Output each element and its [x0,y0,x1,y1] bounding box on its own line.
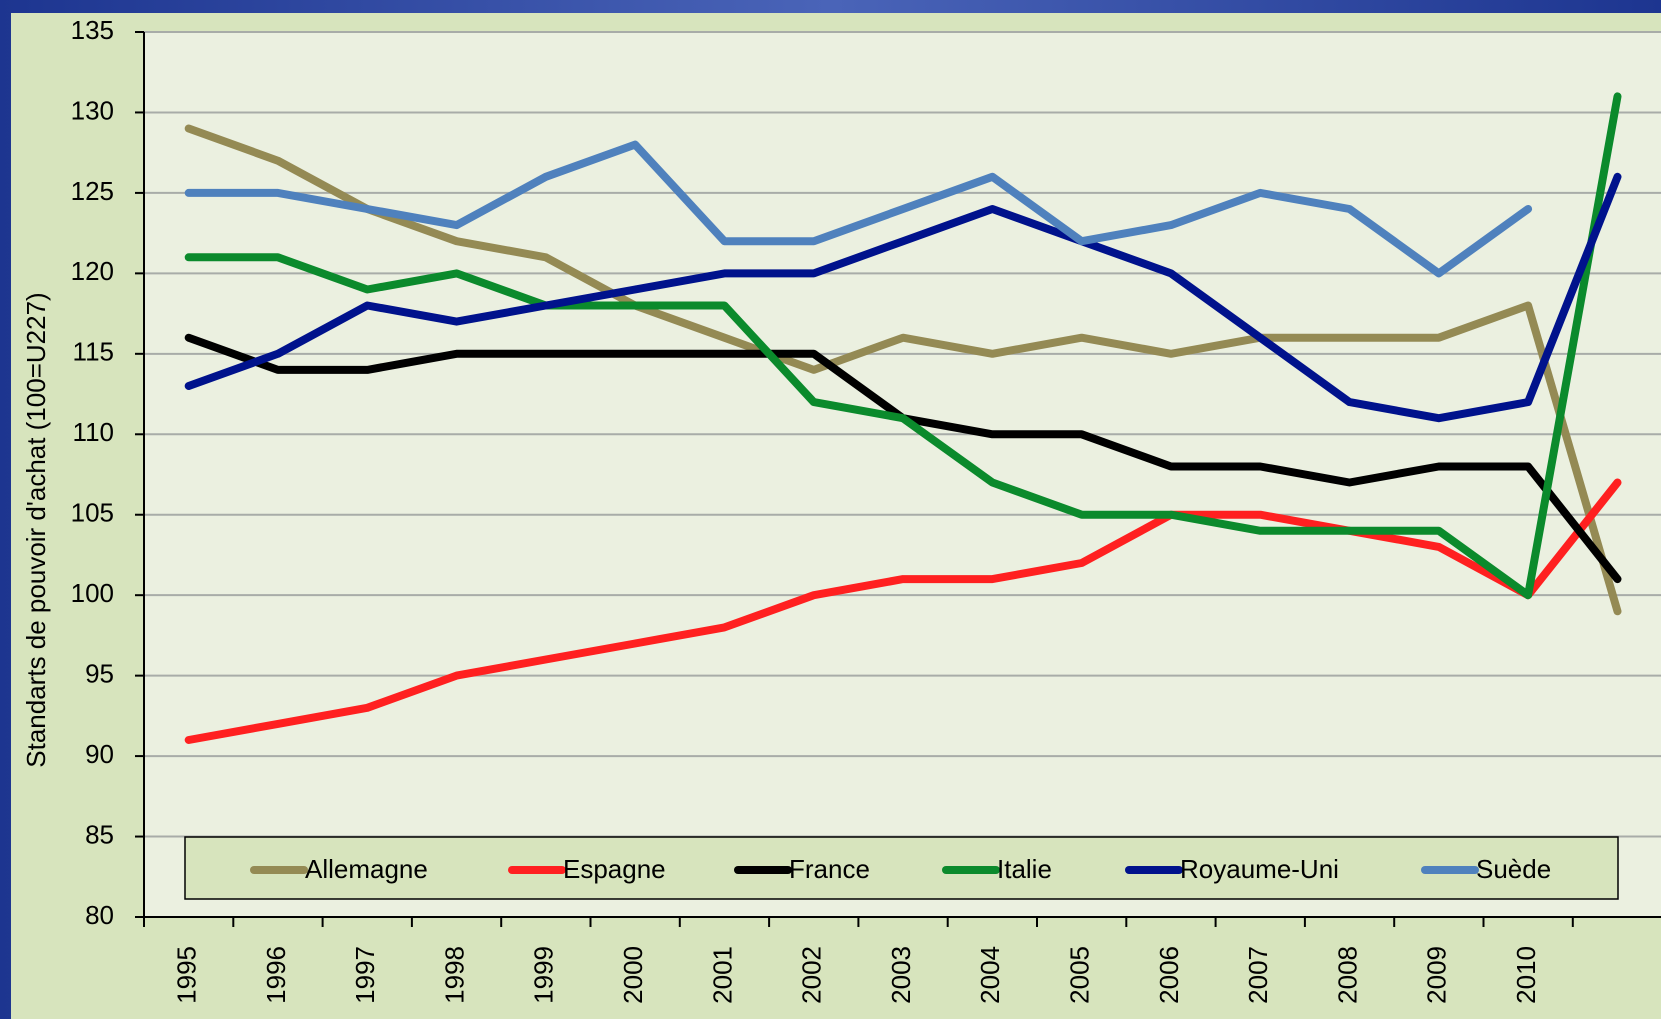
x-tick-label: 1997 [350,946,380,1004]
y-tick-label: 95 [85,659,114,689]
series-line [184,124,1622,616]
y-tick-label: 135 [71,15,114,45]
x-tick-label: 2001 [707,946,737,1004]
series-line [184,140,1533,278]
y-tick-label: 100 [71,578,114,608]
y-tick-label: 110 [73,417,114,447]
y-tick-label: 85 [85,819,114,849]
x-tick-label: 2007 [1243,946,1273,1004]
y-tick-label: 115 [73,337,114,367]
legend-label: France [789,854,870,884]
legend-label: Royaume-Uni [1180,854,1339,884]
series-line [184,92,1622,600]
y-tick-label: 80 [85,900,114,930]
x-tick-label: 2002 [797,946,827,1004]
legend-label: Espagne [563,854,666,884]
series-line [184,172,1622,423]
legend-label: Suède [1476,854,1551,884]
y-axis-label: Standarts de pouvoir d'achat (100=U227) [21,292,51,767]
x-tick-label: 2003 [886,946,916,1004]
y-tick-label: 130 [71,95,114,125]
y-tick-label: 125 [71,176,114,206]
x-tick-label: 1999 [529,946,559,1004]
x-tick-label: 1996 [261,946,291,1004]
series-line [184,478,1622,744]
legend-label: Allemagne [305,854,428,884]
y-tick-label: 105 [71,498,114,528]
x-tick-label: 2005 [1065,946,1095,1004]
x-tick-label: 2009 [1422,946,1452,1004]
x-tick-label: 2000 [618,946,648,1004]
x-tick-label: 2006 [1154,946,1184,1004]
x-tick-label: 1998 [439,946,469,1004]
x-tick-label: 1995 [172,946,202,1004]
x-tick-label: 2010 [1511,946,1541,1004]
y-tick-label: 90 [85,739,114,769]
x-tick-label: 2004 [975,946,1005,1004]
legend [184,836,1619,900]
y-tick-label: 120 [71,256,114,286]
plot-area [144,32,1661,917]
legend-label: Italie [997,854,1052,884]
legend-items: Allemagne Espagne France Italie Royaume-Uni S… [250,854,1551,884]
series-lines [184,92,1622,744]
x-tick-label: 2008 [1332,946,1362,1004]
